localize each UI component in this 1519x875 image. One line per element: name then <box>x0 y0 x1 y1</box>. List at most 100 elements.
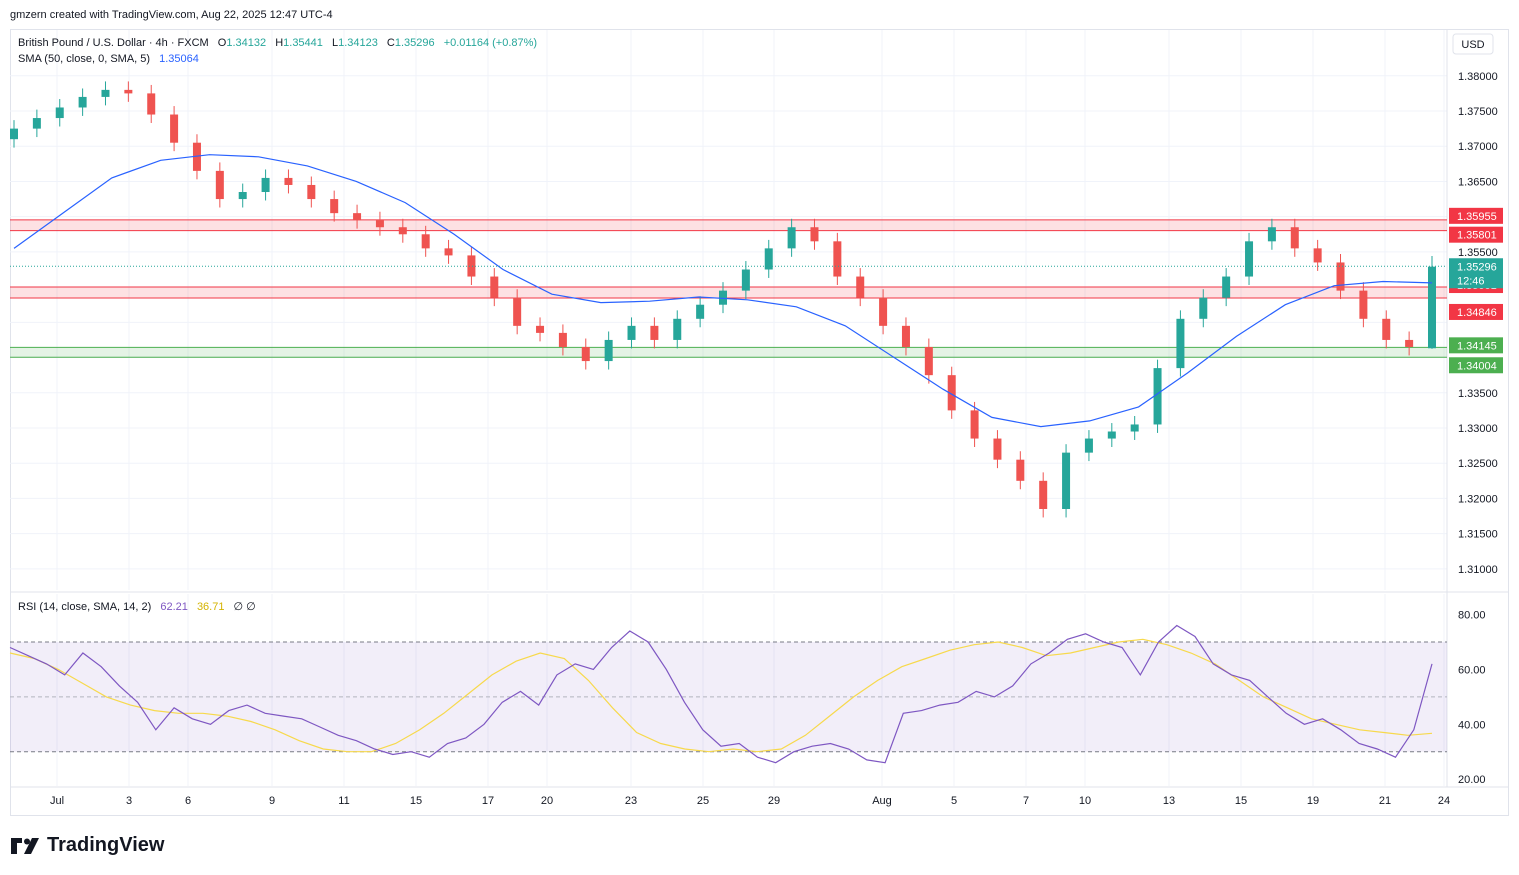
time-tick-label: 10 <box>1079 795 1091 807</box>
candle-body <box>215 170 224 200</box>
candle-body <box>147 93 156 115</box>
candle-body <box>398 227 407 235</box>
time-tick-label: 13 <box>1163 795 1175 807</box>
price-axis[interactable]: 1.38000 1.37500 1.37000 1.36500 1.35500 1.335… <box>1458 71 1498 576</box>
currency-button[interactable] <box>1452 33 1494 55</box>
candle-body <box>1382 318 1391 340</box>
candle-body <box>993 438 1002 460</box>
badge-current: 1.35296 <box>1457 261 1497 273</box>
candle-body <box>787 227 796 249</box>
candle-body <box>1176 318 1185 369</box>
rsi-tick-label: 80.00 <box>1458 610 1486 622</box>
price-tick-label: 1.32500 <box>1458 458 1498 470</box>
time-tick-label: 25 <box>697 795 709 807</box>
candle-body <box>719 290 727 305</box>
candle-body <box>1405 339 1414 347</box>
legend-line-1: British Pound / U.S. Dollar · 4h · FXCM … <box>18 37 537 49</box>
time-tick-label: 19 <box>1307 795 1319 807</box>
candle-body <box>1336 262 1345 291</box>
legend-symbol: British Pound / U.S. Dollar · 4h · FXCM <box>18 37 209 49</box>
candle-body <box>353 213 362 221</box>
candle-body <box>1130 424 1139 432</box>
candle-body <box>1222 276 1231 298</box>
resistance-zone <box>10 287 1447 298</box>
sma-line <box>13 154 1433 428</box>
tradingview-logo[interactable]: TradingView <box>11 834 164 857</box>
candle-body <box>1084 438 1093 453</box>
price-tick-label: 1.38000 <box>1458 71 1498 83</box>
candle-body <box>192 142 201 171</box>
candle-body <box>1245 241 1254 277</box>
candles <box>10 81 1436 518</box>
candle-body <box>536 325 545 333</box>
rsi-legend: RSI (14, close, SMA, 14, 2) 62.21 36.71 … <box>18 601 256 613</box>
time-tick-label: 5 <box>951 795 957 807</box>
legend-close-value: 1.35296 <box>395 37 435 49</box>
time-tick-label: 17 <box>482 795 494 807</box>
price-tick-label: 1.31500 <box>1458 529 1498 541</box>
time-tick-label: Aug <box>872 795 892 807</box>
badge-r2-bottom: 1.34846 <box>1457 307 1497 319</box>
candle-body <box>1107 431 1116 439</box>
price-tick-label: 1.37500 <box>1458 106 1498 118</box>
badge-s1-top: 1.34145 <box>1457 340 1497 352</box>
rsi-tick-label: 60.00 <box>1458 664 1486 676</box>
candle-body <box>170 114 179 143</box>
rsi-tick-label: 20.00 <box>1458 774 1486 786</box>
legend-close-label: C <box>387 37 395 49</box>
legend-low-label: L <box>332 37 338 49</box>
legend-change: +0.01164 (+0.87%) <box>444 37 537 49</box>
candle-body <box>1290 227 1299 249</box>
zones <box>10 219 1447 358</box>
time-tick-label: 23 <box>625 795 637 807</box>
candle-body <box>307 184 316 200</box>
legend-high-value: 1.35441 <box>283 37 323 49</box>
rsi-axis[interactable]: 80.00 60.00 40.00 20.00 <box>1458 610 1486 787</box>
candle-body <box>32 118 41 129</box>
time-tick-label: 24 <box>1438 795 1450 807</box>
candle-body <box>741 269 750 291</box>
time-tick-label: 6 <box>185 795 191 807</box>
candle-body <box>1428 266 1436 349</box>
rsi-legend-value: 62.21 <box>160 601 188 613</box>
candle-body <box>330 199 339 214</box>
badge-countdown: 12:46 <box>1457 275 1485 287</box>
tradingview-brand: TradingView <box>47 834 165 856</box>
candle-body <box>467 255 476 277</box>
candle-body <box>833 241 842 277</box>
time-tick-label: Jul <box>50 795 64 807</box>
candle-body <box>1062 452 1071 509</box>
candle-body <box>1359 290 1368 319</box>
support-zone <box>10 347 1447 358</box>
time-tick-label: 21 <box>1379 795 1391 807</box>
candle-body <box>421 234 430 249</box>
badge-r1-bottom-bg <box>1449 226 1503 243</box>
rsi-line <box>9 624 1433 764</box>
price-tick-label: 1.31000 <box>1458 564 1498 576</box>
time-tick-label: 7 <box>1023 795 1029 807</box>
candle-body <box>1267 227 1276 242</box>
price-badges: 1.359551.358011.350011.348461.341451.340… <box>1449 207 1503 374</box>
badge-r1-top-bg <box>1449 207 1503 224</box>
price-tick-label: 1.37000 <box>1458 141 1498 153</box>
candle-body <box>650 325 659 340</box>
rsi-legend-label: RSI (14, close, SMA, 14, 2) <box>18 601 151 613</box>
candle-body <box>856 276 865 298</box>
badge-s1-bottom: 1.34004 <box>1457 360 1497 372</box>
time-axis[interactable]: Jul 3 6 9 11 15 17 20 23 25 29 Aug 5 7 10 13 15 19 21 24 <box>50 795 1450 807</box>
candle-body <box>444 248 453 256</box>
time-tick-label: 20 <box>541 795 553 807</box>
badge-r1-top: 1.35955 <box>1457 211 1497 223</box>
candle-body <box>78 96 87 108</box>
chart-credit: gmzern created with TradingView.com, Aug… <box>10 9 333 21</box>
legend-open-value: 1.34132 <box>226 37 266 49</box>
candle-body <box>513 297 522 326</box>
time-tick-label: 15 <box>1235 795 1247 807</box>
candle-body <box>924 346 933 376</box>
sma-legend-value: 1.35064 <box>159 53 199 65</box>
candle-body <box>124 89 133 94</box>
legend-line-2: SMA (50, close, 0, SMA, 5) 1.35064 <box>18 53 199 65</box>
candle-body <box>947 375 956 411</box>
candle-body <box>1313 248 1322 263</box>
